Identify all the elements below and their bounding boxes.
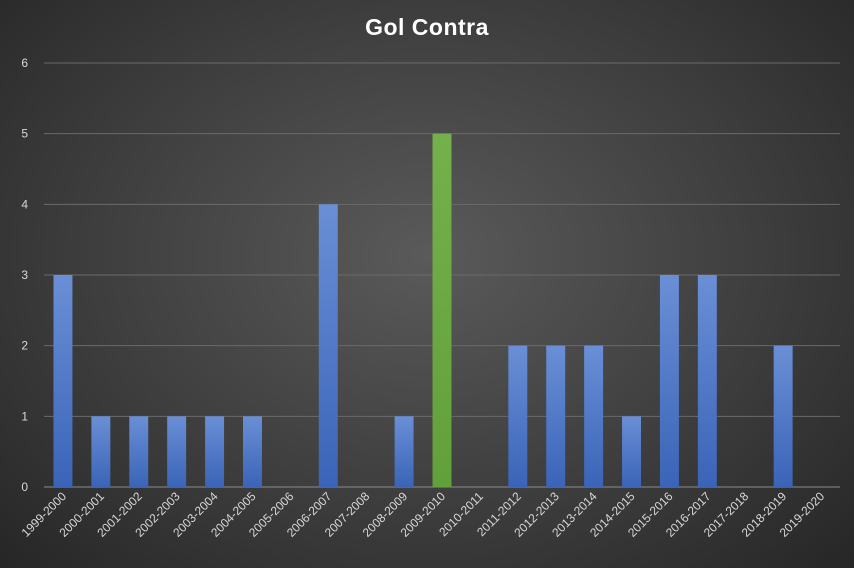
- bar-2016-2017: [697, 275, 717, 487]
- y-tick-label: 1: [21, 409, 28, 423]
- bar-2009-2010: [432, 133, 452, 487]
- chart-title: Gol Contra: [365, 14, 489, 40]
- x-axis-ticks: 1999-20002000-20012001-20022002-20032003…: [19, 489, 828, 540]
- bar-2018-2019: [773, 345, 793, 487]
- bar-2003-2004: [205, 416, 225, 487]
- y-tick-label: 6: [21, 56, 28, 70]
- bar-2014-2015: [622, 416, 641, 487]
- bar-1999-2000: [53, 275, 73, 487]
- bar-2008-2009: [394, 416, 414, 487]
- y-tick-label: 5: [21, 127, 28, 141]
- bars: [53, 133, 793, 488]
- bar-2001-2002: [129, 416, 149, 487]
- bar-2006-2007: [318, 204, 338, 488]
- y-axis-ticks: 0 1 2 3 4 5 6: [21, 56, 28, 494]
- bar-2002-2003: [167, 416, 187, 487]
- y-tick-label: 0: [21, 480, 28, 494]
- y-tick-label: 2: [21, 339, 28, 353]
- bar-2011-2012: [508, 345, 528, 487]
- y-tick-label: 3: [21, 268, 28, 282]
- y-tick-label: 4: [21, 197, 28, 211]
- bar-2015-2016: [659, 275, 679, 487]
- bar-2000-2001: [91, 416, 111, 487]
- bar-2012-2013: [546, 345, 566, 487]
- bar-2004-2005: [243, 416, 262, 487]
- bar-2013-2014: [584, 345, 604, 487]
